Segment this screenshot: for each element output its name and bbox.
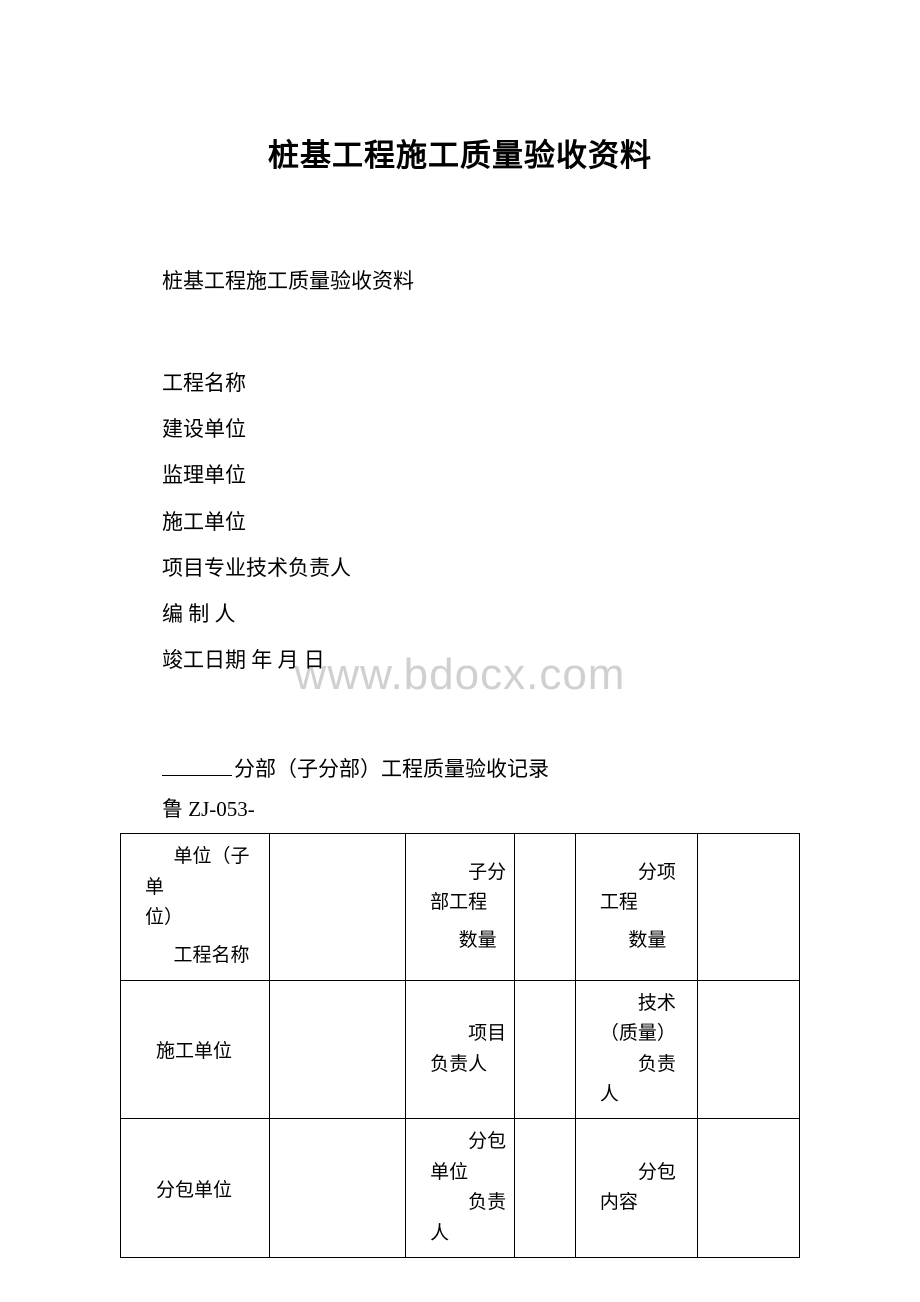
cell-empty	[514, 1119, 575, 1258]
cell-subdivision: 子分 部工程 数量	[406, 834, 515, 981]
blank-underline	[162, 775, 232, 776]
field-construction-unit: 建设单位	[120, 406, 800, 452]
main-title: 桩基工程施工质量验收资料	[120, 130, 800, 175]
cell-builder: 施工单位	[121, 980, 270, 1119]
field-supervision-unit: 监理单位	[120, 452, 800, 498]
acceptance-table: 单位（子单 位） 工程名称 子分 部工程 数量 分项 工程 数量 施工单位	[120, 833, 800, 1258]
cover-fields: 工程名称 建设单位 监理单位 施工单位 项目专业技术负责人 编 制 人 竣工日期…	[120, 360, 800, 683]
table-row: 分包单位 分包 单位 负责 人 分包 内容	[121, 1119, 800, 1258]
field-compiler: 编 制 人	[120, 591, 800, 637]
section-title: 分部（子分部）工程质量验收记录	[120, 753, 800, 783]
document-content: 桩基工程施工质量验收资料 桩基工程施工质量验收资料 工程名称 建设单位 监理单位…	[120, 130, 800, 1258]
cell-project-lead: 项目 负责人	[406, 980, 515, 1119]
cell-empty	[270, 980, 406, 1119]
cell-subcontract-content: 分包 内容	[575, 1119, 697, 1258]
cell-empty	[698, 980, 800, 1119]
cell-unit-project: 单位（子单 位） 工程名称	[121, 834, 270, 981]
cell-empty	[698, 1119, 800, 1258]
document-code: 鲁 ZJ-053-	[120, 793, 800, 823]
cell-subitem: 分项 工程 数量	[575, 834, 697, 981]
field-builder-unit: 施工单位	[120, 499, 800, 545]
cell-empty	[514, 834, 575, 981]
cell-empty	[698, 834, 800, 981]
table-row: 施工单位 项目 负责人 技术 （质量） 负责 人	[121, 980, 800, 1119]
cell-empty	[514, 980, 575, 1119]
table-row: 单位（子单 位） 工程名称 子分 部工程 数量 分项 工程 数量	[121, 834, 800, 981]
field-project-name: 工程名称	[120, 360, 800, 406]
subtitle-text: 桩基工程施工质量验收资料	[120, 265, 800, 295]
cell-subcontractor: 分包单位	[121, 1119, 270, 1258]
field-completion-date: 竣工日期 年 月 日	[120, 637, 800, 683]
cell-tech-lead: 技术 （质量） 负责 人	[575, 980, 697, 1119]
cell-empty	[270, 1119, 406, 1258]
cell-subcontractor-lead: 分包 单位 负责 人	[406, 1119, 515, 1258]
field-technical-lead: 项目专业技术负责人	[120, 545, 800, 591]
cell-empty	[270, 834, 406, 981]
section-title-text: 分部（子分部）工程质量验收记录	[234, 757, 549, 781]
